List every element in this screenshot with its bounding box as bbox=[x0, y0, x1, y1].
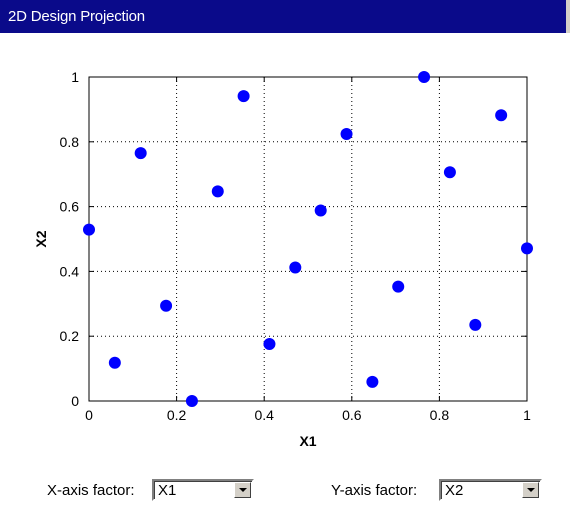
y-tick-label: 1 bbox=[71, 69, 79, 85]
y-axis-factor-dropdown-button[interactable] bbox=[522, 482, 539, 498]
x-tick-label: 0 bbox=[85, 407, 93, 423]
data-point bbox=[392, 280, 405, 293]
y-tick-label: 0.6 bbox=[60, 199, 80, 215]
x-tick-label: 0.4 bbox=[254, 407, 274, 423]
x-tick-label: 1 bbox=[523, 407, 531, 423]
y-axis-title: X2 bbox=[33, 230, 49, 247]
data-point bbox=[134, 147, 147, 160]
data-point bbox=[108, 356, 121, 369]
data-point bbox=[83, 223, 95, 236]
data-point bbox=[340, 128, 353, 141]
y-axis-factor-select[interactable]: X2 bbox=[439, 479, 542, 501]
data-point bbox=[314, 204, 327, 217]
chevron-down-icon bbox=[527, 488, 535, 492]
y-tick-label: 0.8 bbox=[60, 134, 80, 150]
data-points bbox=[83, 71, 533, 407]
x-tick-label: 0.2 bbox=[167, 407, 187, 423]
x-axis-factor-value: X1 bbox=[158, 482, 177, 499]
y-axis-factor-value: X2 bbox=[445, 482, 464, 499]
data-point bbox=[289, 261, 302, 274]
x-tick-label: 0.8 bbox=[430, 407, 450, 423]
x-axis-factor-label: X-axis factor: bbox=[47, 482, 135, 499]
plot-frame bbox=[88, 76, 528, 402]
grid-lines bbox=[89, 77, 527, 401]
data-point bbox=[237, 90, 250, 103]
data-point bbox=[160, 299, 173, 312]
projection-plot: 0 0.2 0.4 0.6 0.8 1 0 0.2 0.4 0.6 0.8 1 X1 X2 bbox=[0, 33, 570, 463]
x-axis-factor-select[interactable]: X1 bbox=[152, 479, 254, 501]
data-point bbox=[211, 185, 224, 198]
data-point bbox=[495, 109, 508, 122]
x-tick-label: 0.6 bbox=[342, 407, 362, 423]
y-tick-label: 0.2 bbox=[60, 328, 80, 344]
data-point bbox=[366, 375, 379, 388]
window-title: 2D Design Projection bbox=[8, 8, 145, 25]
chevron-down-icon bbox=[239, 488, 247, 492]
scatter-chart: 0 0.2 0.4 0.6 0.8 1 0 0.2 0.4 0.6 0.8 1 X1 X2 bbox=[33, 69, 533, 449]
window-title-bar: 2D Design Projection bbox=[0, 0, 570, 33]
y-tick-label: 0 bbox=[71, 393, 79, 409]
data-point bbox=[185, 395, 198, 407]
x-axis-title: X1 bbox=[299, 433, 316, 449]
data-point bbox=[443, 166, 456, 179]
data-point bbox=[418, 71, 431, 83]
y-tick-label: 0.4 bbox=[60, 263, 80, 279]
data-point bbox=[469, 318, 482, 331]
x-axis-factor-dropdown-button[interactable] bbox=[234, 482, 251, 498]
y-axis-factor-label: Y-axis factor: bbox=[331, 482, 418, 499]
axis-ticks: 0 0.2 0.4 0.6 0.8 1 0 0.2 0.4 0.6 0.8 1 bbox=[60, 69, 532, 423]
data-point bbox=[263, 337, 276, 350]
data-point bbox=[521, 242, 533, 255]
